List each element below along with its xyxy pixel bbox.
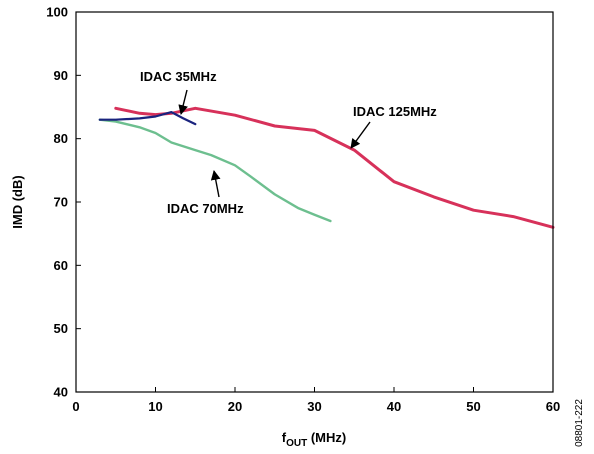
series-line-idac-125mhz: [114, 106, 555, 229]
y-tick-label: 50: [54, 321, 68, 336]
annotation-arrow: [350, 121, 371, 149]
annotation-label: IDAC 125MHz: [353, 104, 437, 119]
x-axis-title: fOUT (MHz): [282, 430, 346, 449]
x-axis-title-main: f: [282, 430, 287, 445]
x-axis-title-rest: (MHz): [307, 430, 346, 445]
series-layer: [98, 106, 555, 229]
x-tick-label: 30: [307, 399, 321, 414]
x-tick-label: 0: [72, 399, 79, 414]
annotation-backdrop: [347, 103, 461, 121]
x-tick-label: 50: [466, 399, 480, 414]
x-tick-label: 20: [228, 399, 242, 414]
x-tick-label: 60: [546, 399, 560, 414]
annotation-arrow: [178, 89, 188, 115]
annotations-layer: IDAC 35MHz IDAC 125MHz IDAC 70MHz: [136, 69, 461, 218]
annotation-arrow: [210, 170, 221, 198]
y-tick-label: 60: [54, 258, 68, 273]
y-tick-label: 90: [54, 68, 68, 83]
y-tick-label: 40: [54, 385, 68, 400]
annotation-backdrop: [161, 200, 265, 218]
annotation-backdrop: [136, 69, 244, 86]
annotation-label: IDAC 70MHz: [167, 201, 244, 216]
x-tick-label: 40: [387, 399, 401, 414]
y-tick-label: 80: [54, 131, 68, 146]
annotation-label: IDAC 35MHz: [140, 69, 217, 84]
x-axis-title-sub: OUT: [286, 438, 307, 449]
x-tick-label: 10: [148, 399, 162, 414]
y-tick-label: 70: [54, 195, 68, 210]
series-line-idac-70mhz: [98, 118, 332, 223]
y-axis-title: IMD (dB): [10, 175, 25, 228]
ticks-layer: 0 10 20 30 40 50 60 40 50 60 70 80 90 100: [46, 5, 560, 415]
figure-id: 08801-222: [574, 399, 585, 447]
series-line-idac-35mhz: [98, 110, 197, 126]
y-tick-label: 100: [46, 5, 68, 20]
